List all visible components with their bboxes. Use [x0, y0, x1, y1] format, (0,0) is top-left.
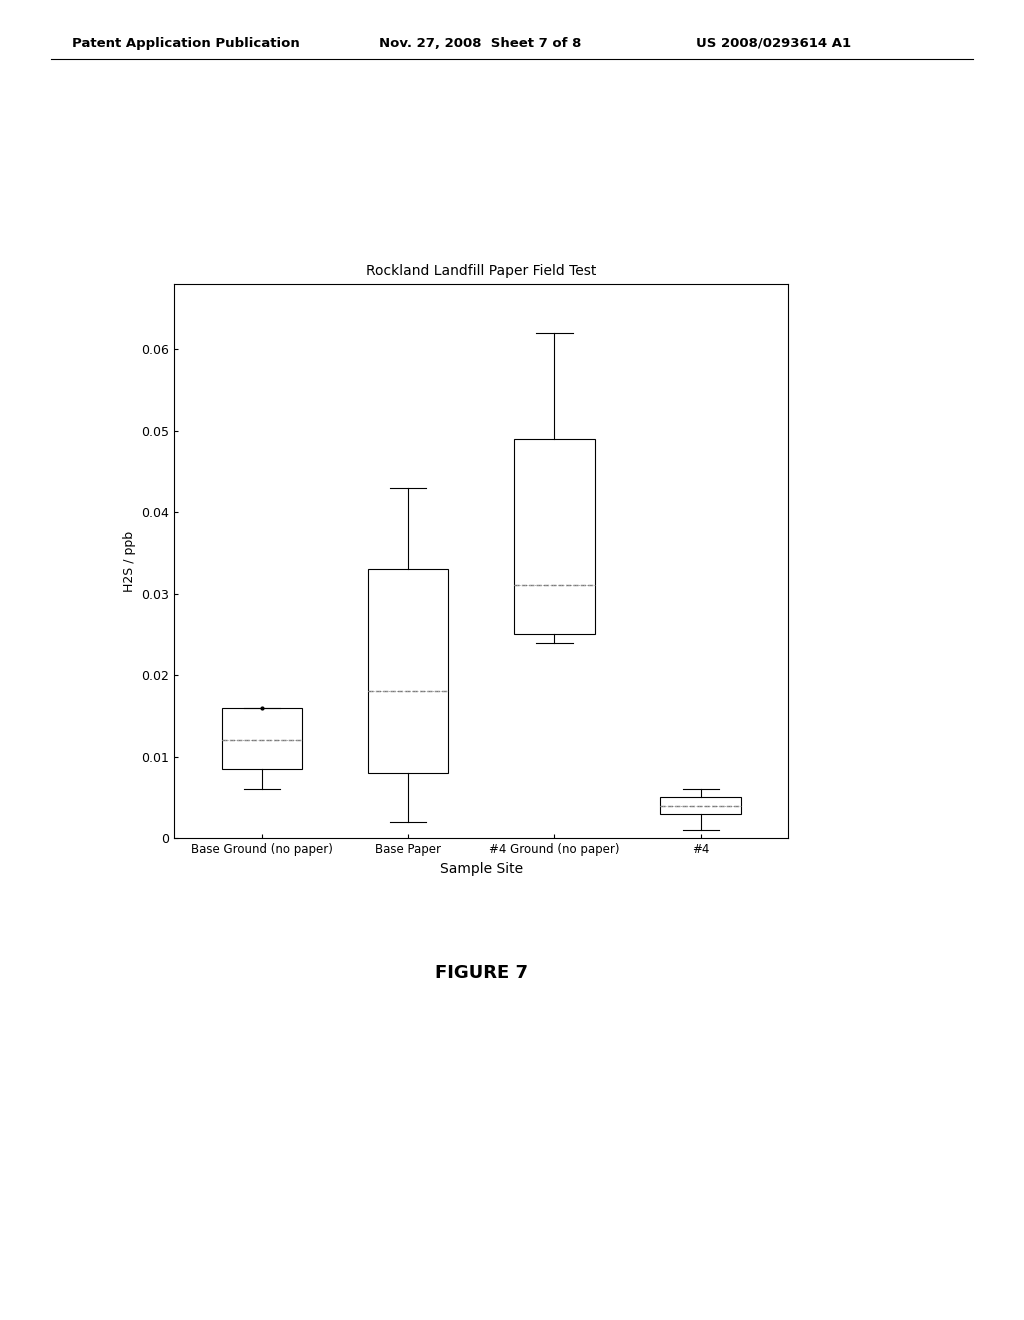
Bar [514, 438, 595, 635]
Bar [221, 708, 302, 768]
Bar [660, 797, 741, 813]
Text: US 2008/0293614 A1: US 2008/0293614 A1 [696, 37, 851, 50]
Title: Rockland Landfill Paper Field Test: Rockland Landfill Paper Field Test [367, 264, 596, 279]
Text: Patent Application Publication: Patent Application Publication [72, 37, 299, 50]
Text: Nov. 27, 2008  Sheet 7 of 8: Nov. 27, 2008 Sheet 7 of 8 [379, 37, 582, 50]
X-axis label: Sample Site: Sample Site [439, 862, 523, 875]
Text: FIGURE 7: FIGURE 7 [435, 964, 527, 982]
Y-axis label: H2S / ppb: H2S / ppb [123, 531, 135, 591]
Bar [368, 569, 449, 774]
